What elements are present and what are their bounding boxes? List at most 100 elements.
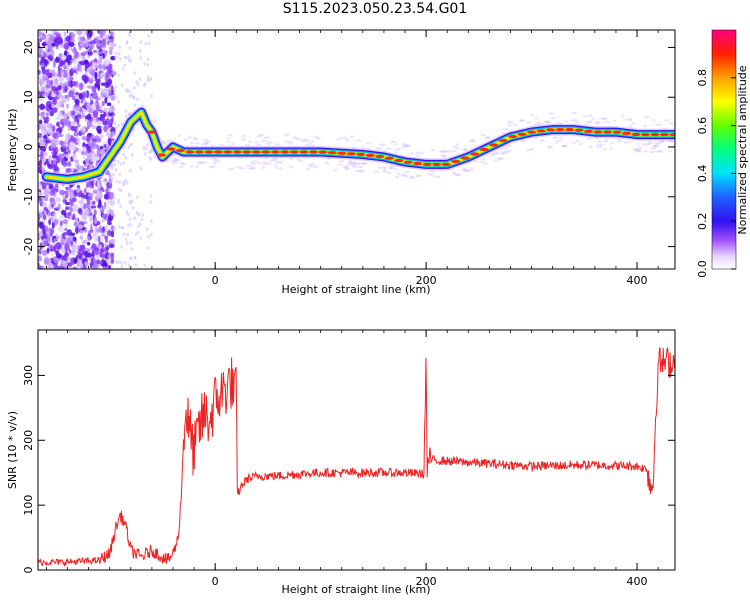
- noise-dot: [136, 195, 139, 200]
- noise-dot: [52, 132, 58, 139]
- haze-dot: [274, 166, 279, 169]
- noise-dot: [43, 240, 49, 247]
- haze-dot: [389, 165, 397, 168]
- haze-dot: [278, 161, 282, 164]
- haze-dot: [195, 165, 199, 168]
- haze-dot: [197, 161, 202, 164]
- haze-dot: [636, 149, 643, 152]
- haze-dot: [544, 120, 550, 124]
- noise-dot: [75, 30, 81, 35]
- haze-dot: [360, 162, 368, 165]
- noise-dot: [81, 30, 88, 37]
- noise-dot: [38, 92, 41, 96]
- noise-dot: [53, 80, 59, 87]
- haze-dot: [500, 151, 508, 154]
- noise-dot: [122, 232, 126, 237]
- noise-dot: [56, 156, 61, 164]
- noise-dot: [73, 189, 77, 197]
- noise-dot: [77, 140, 81, 147]
- haze-dot: [420, 151, 424, 155]
- spectrogram-frame: [37, 29, 676, 270]
- haze-dot: [259, 133, 265, 137]
- haze-dot: [266, 141, 274, 144]
- haze-dot: [269, 159, 276, 162]
- noise-dot: [146, 75, 150, 80]
- noise-dot: [71, 59, 78, 64]
- noise-dot: [38, 191, 43, 198]
- noise-dot: [98, 63, 103, 70]
- haze-dot: [492, 152, 499, 155]
- snr-x-tick-label: 200: [416, 575, 437, 588]
- noise-dot: [62, 261, 68, 268]
- haze-dot: [300, 139, 306, 143]
- noise-dot: [78, 45, 82, 51]
- noise-dot: [91, 69, 96, 77]
- haze-dot: [373, 170, 381, 174]
- noise-dot: [53, 207, 60, 211]
- noise-dot: [71, 110, 76, 116]
- noise-dot: [55, 232, 59, 238]
- noise-dot: [70, 142, 77, 151]
- noise-dot: [72, 236, 77, 242]
- noise-dot: [144, 42, 148, 46]
- noise-dot: [80, 52, 86, 57]
- noise-dot: [130, 199, 134, 204]
- noise-dot: [103, 201, 107, 208]
- noise-dot: [100, 205, 106, 210]
- noise-dot: [108, 107, 113, 113]
- haze-dot: [671, 140, 675, 143]
- noise-dot: [48, 219, 52, 226]
- ridge-peak: [603, 130, 613, 134]
- haze-dot: [595, 143, 600, 146]
- noise-dot: [73, 258, 78, 264]
- haze-dot: [379, 143, 386, 146]
- noise-dot: [123, 55, 127, 60]
- haze-dot: [507, 124, 511, 127]
- noise-dot: [43, 196, 49, 202]
- noise-dot: [82, 265, 86, 269]
- noise-dot: [87, 51, 93, 56]
- haze-dot: [462, 148, 467, 151]
- noise-dot: [143, 152, 147, 156]
- noise-dot: [63, 50, 68, 57]
- ridge-peak: [441, 162, 451, 167]
- noise-dot: [118, 172, 122, 176]
- haze-dot: [588, 120, 593, 123]
- haze-dot: [455, 147, 460, 150]
- haze-dot: [308, 141, 313, 145]
- snr-y-tick-label: 200: [22, 430, 35, 451]
- noise-dot: [106, 102, 112, 107]
- ridge-peak: [318, 150, 328, 154]
- haze-dot: [469, 139, 473, 142]
- noise-dot: [38, 230, 42, 239]
- haze-dot: [547, 146, 552, 149]
- noise-dot: [57, 101, 60, 108]
- haze-dot: [227, 167, 235, 171]
- noise-dot: [91, 250, 95, 257]
- noise-dot: [42, 85, 48, 94]
- noise-dot: [47, 44, 53, 49]
- haze-dot: [650, 147, 657, 150]
- noise-dot: [115, 180, 119, 184]
- ridge-peak: [270, 150, 280, 154]
- haze-dot: [226, 140, 231, 143]
- noise-dot: [41, 249, 48, 256]
- haze-dot: [249, 166, 257, 170]
- haze-dot: [667, 140, 673, 143]
- haze-dot: [311, 139, 315, 143]
- noise-dot: [49, 189, 56, 196]
- noise-dot: [114, 85, 117, 90]
- noise-dot: [124, 237, 128, 242]
- haze-dot: [659, 140, 666, 143]
- noise-dot: [114, 125, 118, 130]
- noise-dot: [110, 230, 115, 238]
- noise-dot: [128, 199, 132, 204]
- noise-dot: [64, 201, 71, 206]
- haze-dot: [455, 143, 460, 146]
- noise-dot: [54, 87, 58, 91]
- noise-dot: [84, 251, 89, 258]
- noise-dot: [62, 218, 69, 225]
- noise-dot: [108, 48, 113, 56]
- haze-dot: [624, 118, 630, 121]
